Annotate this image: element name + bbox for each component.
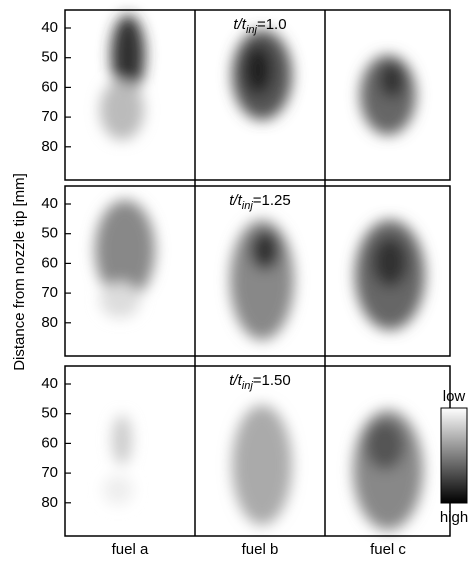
colorbar-high: high [440,509,468,526]
y-tick-label: 70 [41,108,58,125]
y-tick-label: 70 [41,284,58,301]
y-tick-label: 40 [41,195,58,212]
y-tick-label: 60 [41,254,58,271]
y-tick-label: 50 [41,49,58,66]
column-label: fuel a [112,541,149,558]
spray-images [95,15,425,530]
time-subscript: inj [246,24,258,36]
y-tick-label: 50 [41,405,58,422]
column-label: fuel c [370,541,406,558]
time-symbol: t/t [233,16,246,33]
time-label: t/tinj=1.50 [229,372,291,392]
time-symbol: t/t [229,372,242,389]
colorbar-low: low [443,388,466,405]
y-tick-label: 70 [41,464,58,481]
time-label: t/tinj=1.0 [233,16,286,36]
y-tick-label: 50 [41,225,58,242]
time-symbol: t/t [229,192,242,209]
y-tick-label: 80 [41,138,58,155]
time-value: =1.0 [257,16,287,33]
time-label: t/tinj=1.25 [229,192,291,212]
time-value: =1.50 [253,372,291,389]
y-tick-label: 60 [41,434,58,451]
y-tick-label: 60 [41,78,58,95]
colorbar [440,407,468,504]
time-subscript: inj [242,380,254,392]
time-subscript: inj [242,200,254,212]
y-axis-label: Distance from nozzle tip [mm] [11,173,28,371]
y-tick-label: 80 [41,314,58,331]
y-tick-label: 40 [41,375,58,392]
column-label: fuel b [242,541,279,558]
y-tick-label: 40 [41,19,58,36]
y-tick-label: 80 [41,494,58,511]
time-value: =1.25 [253,192,291,209]
